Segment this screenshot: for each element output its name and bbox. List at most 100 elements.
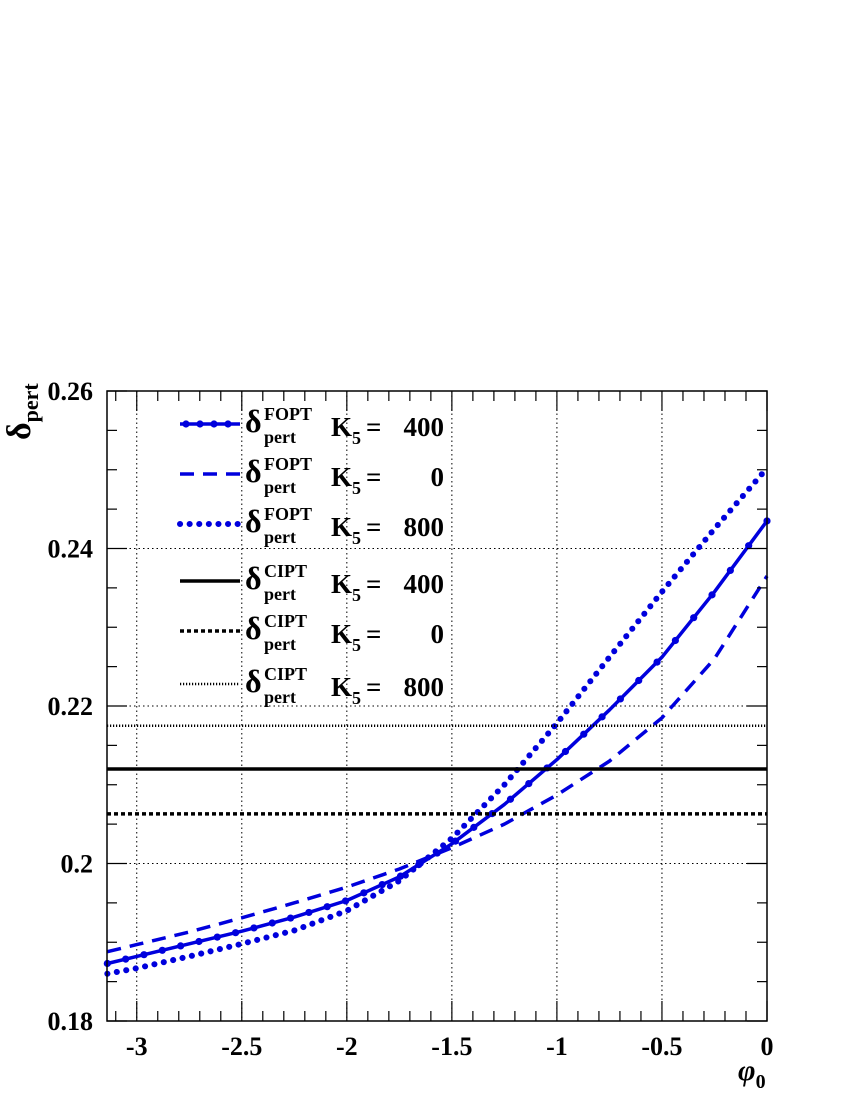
- legend-superscript: CIPT: [264, 664, 307, 684]
- legend-k-label: K: [331, 672, 352, 702]
- x-axis-title-main: φ: [738, 1054, 756, 1087]
- legend-k-label: K: [331, 569, 352, 599]
- y-axis-title-sub: pert: [18, 383, 43, 423]
- legend-superscript: FOPT: [264, 454, 312, 474]
- legend-k-label: K: [331, 462, 352, 492]
- legend-k-value: 400: [404, 412, 445, 442]
- series-marker-0: [506, 795, 515, 803]
- x-axis-title-sub: 0: [756, 1071, 766, 1093]
- legend-k-value: 400: [404, 569, 445, 599]
- legend-k-subscript: 5: [352, 528, 361, 548]
- legend-superscript: FOPT: [264, 404, 312, 424]
- series-marker-0: [158, 946, 166, 954]
- legend-swatch-marker: [224, 420, 232, 428]
- series-marker-0: [250, 924, 258, 932]
- series-marker-0: [690, 614, 698, 622]
- legend-k-subscript: 5: [352, 688, 361, 708]
- legend-item: δ FOPT pert K 5 = 0: [180, 453, 444, 498]
- series-marker-0: [195, 937, 203, 946]
- y-tick-label: 0.22: [48, 692, 94, 721]
- legend-k-value: 800: [404, 672, 445, 702]
- legend-item: δ FOPT pert K 5 = 400: [180, 403, 444, 448]
- y-tick-label: 0.2: [61, 850, 94, 879]
- series-marker-0: [360, 889, 368, 897]
- legend-equals: =: [366, 569, 381, 599]
- series-marker-0: [561, 747, 570, 756]
- y-axis-title: δpert: [1, 383, 43, 440]
- legend-symbol: δ: [245, 610, 262, 646]
- legend-superscript: CIPT: [264, 561, 307, 581]
- legend-k-subscript: 5: [352, 478, 361, 498]
- series-layer: [103, 465, 771, 977]
- series-marker-0: [341, 897, 350, 905]
- y-tick-label: 0.26: [48, 377, 94, 406]
- x-tick-label: -2.5: [221, 1032, 262, 1061]
- legend-k-value: 0: [431, 462, 445, 492]
- x-tick-label: -0.5: [641, 1032, 682, 1061]
- legend-symbol: δ: [245, 403, 262, 439]
- series-marker-0: [268, 919, 276, 927]
- legend-equals: =: [366, 619, 381, 649]
- series-marker-0: [451, 837, 460, 845]
- legend-equals: =: [366, 672, 381, 702]
- legend-k-label: K: [331, 512, 352, 542]
- legend-subscript: pert: [264, 687, 296, 707]
- series-marker-0: [396, 872, 405, 880]
- legend-symbol: δ: [245, 453, 262, 489]
- x-tick-label: -1: [546, 1032, 568, 1061]
- legend-equals: =: [366, 412, 381, 442]
- legend-item: δ CIPT pert K 5 = 400: [180, 560, 444, 605]
- legend-k-label: K: [331, 619, 352, 649]
- legend-subscript: pert: [264, 427, 296, 447]
- legend-swatch-marker: [210, 420, 218, 428]
- legend-swatch-marker: [182, 420, 190, 428]
- legend-k-value: 0: [431, 619, 445, 649]
- legend-swatch-marker: [196, 420, 204, 428]
- series-marker-0: [598, 713, 606, 721]
- legend-subscript: pert: [264, 527, 296, 547]
- legend-subscript: pert: [264, 584, 296, 604]
- x-tick-label: -2: [336, 1032, 358, 1061]
- legend-equals: =: [366, 512, 381, 542]
- legend-subscript: pert: [264, 477, 296, 497]
- legend-symbol: δ: [245, 663, 262, 699]
- x-tick-label: -1.5: [431, 1032, 472, 1061]
- grid-layer: [107, 391, 767, 1021]
- legend-item: δ CIPT pert K 5 = 800: [180, 663, 444, 708]
- legend-k-subscript: 5: [352, 585, 361, 605]
- legend-k-value: 800: [404, 512, 445, 542]
- legend-subscript: pert: [264, 634, 296, 654]
- series-marker-0: [305, 908, 313, 917]
- series-marker-0: [470, 823, 478, 831]
- series-marker-0: [708, 591, 716, 599]
- legend-superscript: FOPT: [264, 504, 312, 524]
- x-tick-label: 0: [761, 1032, 774, 1061]
- y-axis-title-main: δ: [1, 422, 38, 440]
- legend-k-subscript: 5: [352, 635, 361, 655]
- series-marker-0: [653, 658, 661, 666]
- legend-symbol: δ: [245, 560, 262, 596]
- x-tick-label: -3: [126, 1032, 148, 1061]
- y-tick-label: 0.24: [48, 535, 94, 564]
- series-line-2: [104, 465, 770, 977]
- series-marker-0: [122, 955, 130, 963]
- series-marker-0: [323, 903, 331, 911]
- series-marker-0: [525, 779, 533, 788]
- series-marker-0: [213, 933, 221, 941]
- axes-layer: -3 -2.5 -2 -1.5 -1 -0.5 0 0.18 0.2 0.22 0.24 0.26: [48, 377, 774, 1061]
- series-marker-0: [177, 942, 185, 950]
- series-marker-0: [745, 542, 753, 550]
- series-marker-0: [286, 914, 295, 922]
- series-marker-0: [232, 929, 240, 937]
- y-tick-label: 0.18: [48, 1007, 94, 1036]
- series-marker-0: [671, 636, 679, 645]
- legend-item: δ CIPT pert K 5 = 0: [180, 610, 444, 655]
- series-marker-0: [726, 566, 734, 574]
- series-marker-0: [378, 881, 386, 889]
- legend-k-subscript: 5: [352, 428, 361, 448]
- legend-item: δ FOPT pert K 5 = 800: [177, 503, 445, 548]
- x-axis-title: φ0: [738, 1054, 766, 1093]
- series-marker-0: [580, 730, 588, 738]
